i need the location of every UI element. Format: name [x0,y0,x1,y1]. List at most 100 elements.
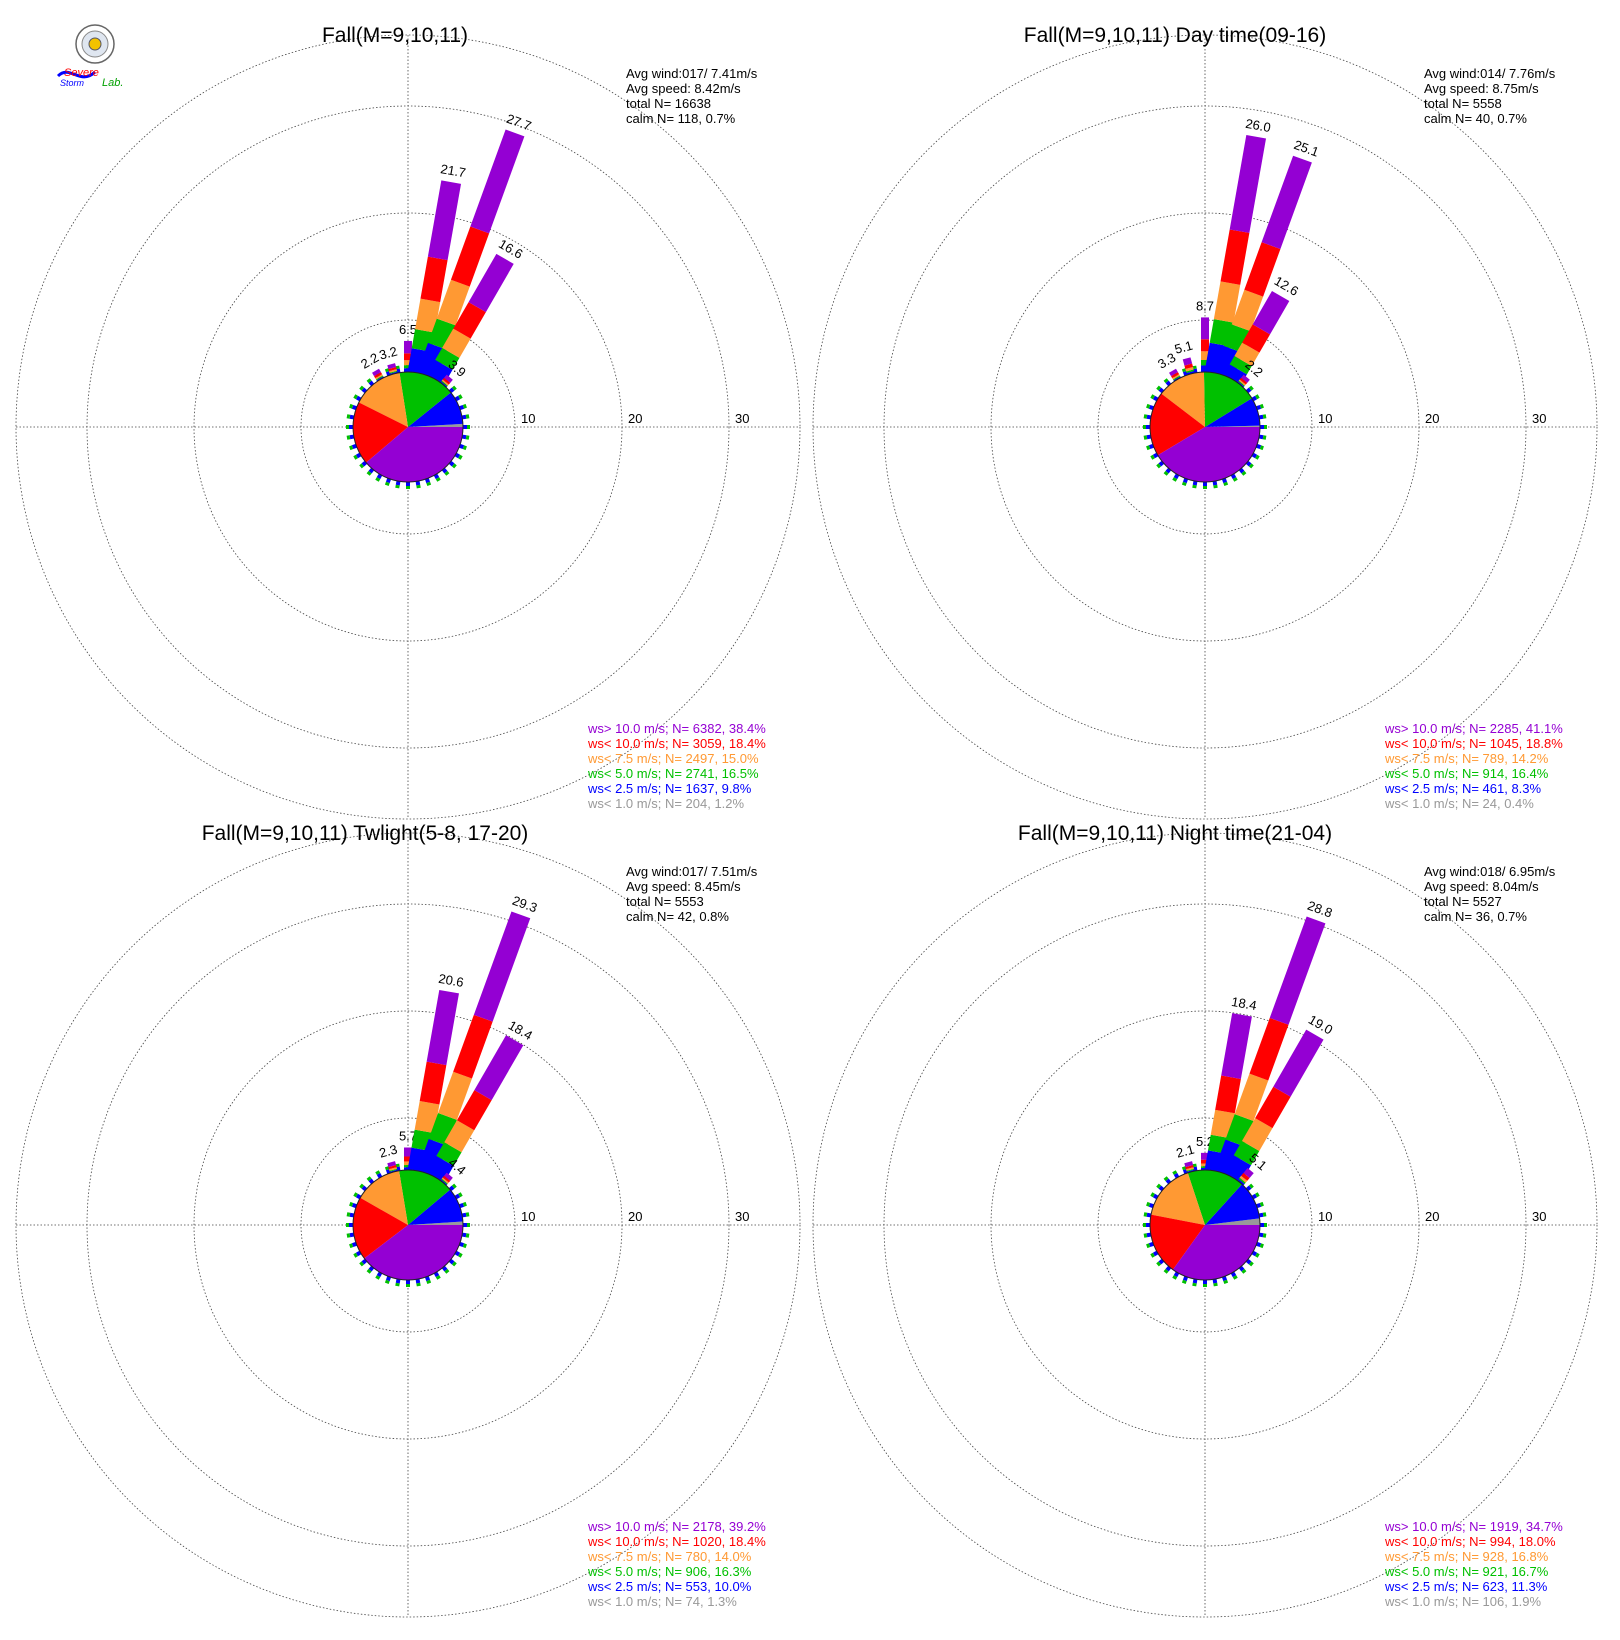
minor-petal [458,1252,463,1258]
minor-petal [361,1185,368,1192]
stats-line: calm N= 42, 0.8% [626,909,729,924]
minor-petal [1172,477,1178,482]
minor-petal [1248,1183,1254,1189]
minor-petal [1212,1278,1218,1284]
minor-petal [1230,1271,1237,1278]
minor-petal [448,1258,455,1265]
pie-slice [1150,1214,1205,1270]
minor-petal [435,477,441,482]
windrose-panel-1: 10 20 306.53.22.221.727.716.63.9Fall(M=9,1… [15,24,801,820]
minor-petal [1163,1176,1169,1182]
minor-petal [465,435,470,440]
minor-petal [465,1212,470,1217]
minor-petal [462,1201,467,1207]
minor-petal [353,1252,358,1258]
legend-entry: ws< 5.0 m/s; N= 914, 16.4% [1384,766,1549,781]
petal-segment [441,380,448,387]
minor-petal [346,414,351,419]
minor-petal [1223,1279,1229,1284]
minor-petal [1255,404,1262,411]
minor-petal [368,467,375,474]
legend-entry: ws< 10.0 m/s; N= 3059, 18.4% [587,736,766,751]
minor-petal [1241,470,1247,476]
petal-segment [1243,1167,1254,1179]
petal-segment [1220,229,1250,285]
minor-petal [1192,365,1197,370]
minor-petal [1163,1268,1169,1274]
petal-segment [1214,1139,1245,1177]
outer-ring [812,832,1598,1618]
minor-petal [361,1258,368,1265]
minor-petal [454,395,461,402]
petal-value-label: 5.7 [399,1129,417,1144]
panel-title: Fall(M=9,10,11) Night time(21-04) [1018,822,1332,845]
minor-petal [385,1168,392,1175]
minor-petal [351,1241,358,1248]
minor-petal [416,484,421,489]
petal-value-label: 2.3 [378,1142,399,1161]
minor-petal [1143,1212,1148,1217]
petal-segment [444,1120,475,1153]
minor-petal [1146,414,1152,420]
pie-slice [1187,1170,1242,1225]
petal-segment [444,1172,453,1181]
petal-segment [441,1177,449,1184]
legend-entry: ws< 5.0 m/s; N= 921, 16.7% [1384,1564,1549,1579]
minor-petal [1181,1166,1187,1171]
stats-line: calm N= 36, 0.7% [1424,909,1527,924]
minor-petal [1182,370,1189,377]
minor-petal [1255,1241,1262,1248]
ring-tick-label: 20 [628,1209,642,1224]
ring-tick-label: 20 [1425,1209,1439,1224]
petal-segment [1204,342,1230,375]
minor-petal [1262,1233,1267,1238]
legend-entry: ws< 7.5 m/s; N= 780, 14.0% [587,1549,752,1564]
minor-petal [451,1261,457,1267]
minor-petal [1158,460,1165,467]
minor-petal [351,404,358,411]
petal-segment [1185,1165,1194,1170]
grid-ring [300,1117,516,1333]
minor-petal [395,480,401,486]
petal-segment [1244,242,1281,297]
minor-petal [1255,394,1260,400]
minor-petal [424,477,431,484]
minor-petal [1172,1275,1178,1280]
legend-entry: ws< 2.5 m/s; N= 1637, 9.8% [587,781,752,796]
petal-segment [1234,1073,1269,1121]
petal-value-label: 26.0 [1244,116,1272,135]
minor-petal [361,387,368,394]
minor-petal [1156,1183,1162,1189]
minor-petal [458,1241,465,1248]
minor-petal [1258,434,1264,440]
petal-segment [1225,1114,1254,1147]
ring-tick-label: 10 [521,1209,535,1224]
legend-entry: ws< 10.0 m/s; N= 1045, 18.8% [1384,736,1563,751]
minor-petal [458,1192,463,1198]
pie-slice [408,423,463,427]
petal-segment [426,1155,454,1183]
pie-slice [353,402,408,463]
petal-segment [1209,319,1234,347]
minor-petal [1212,480,1218,486]
pie-outline [352,371,464,483]
minor-petal [1182,1275,1189,1282]
minor-petal [1181,481,1187,486]
petal-segment [470,129,525,234]
legend-entry: ws> 10.0 m/s; N= 2178, 39.2% [587,1519,766,1534]
petal-segment [1172,375,1181,381]
petal-segment [1234,342,1260,367]
petal-segment [1238,1177,1246,1184]
minor-petal [351,443,358,450]
pie-outline [352,1169,464,1281]
minor-petal [1255,1192,1260,1198]
minor-petal [1245,1258,1252,1265]
petal-segment [1239,377,1248,385]
minor-petal [1262,414,1267,419]
minor-petal [349,414,355,420]
minor-petal [384,481,390,486]
minor-petal [355,1193,362,1200]
minor-petal [448,387,455,394]
petal-segment [428,1113,457,1146]
